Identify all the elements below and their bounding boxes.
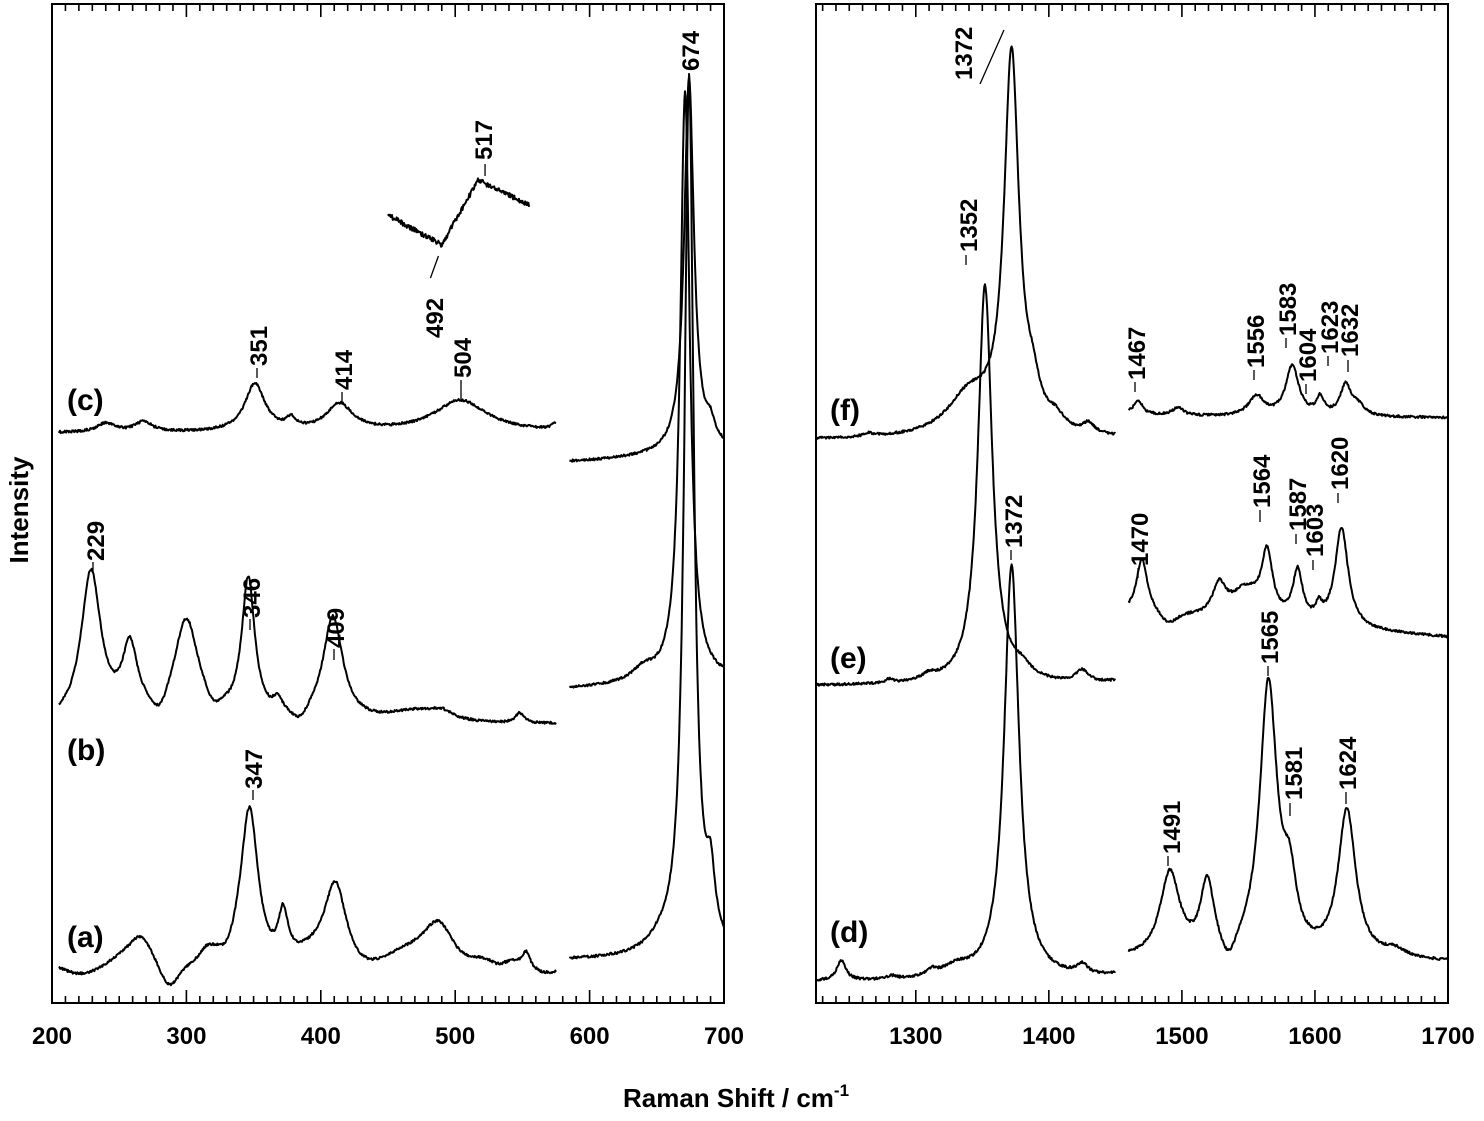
peak-label: 1556 [1243, 315, 1270, 368]
trace-f [815, 45, 1116, 440]
peak-label: 1620 [1327, 437, 1354, 490]
x-tick-label: 1400 [1022, 1023, 1075, 1050]
peak-label: 414 [331, 349, 358, 390]
x-tick-label: 300 [166, 1023, 206, 1050]
x-tick-label: 1300 [889, 1023, 942, 1050]
trace-e [1127, 527, 1449, 639]
peak-label: 1470 [1127, 513, 1154, 566]
x-tick-label: 200 [32, 1023, 72, 1050]
peak-labels: 347 229 346 409 351 414 504 674 1372 1491 1565 1581… [67, 27, 1364, 954]
peak-label: 492 [422, 298, 449, 338]
x-tick-label: 400 [301, 1023, 341, 1050]
peak-label: 229 [83, 521, 110, 561]
peak-leader [979, 29, 1005, 85]
peak-label: 347 [241, 749, 268, 789]
peak-label: 1603 [1302, 504, 1329, 557]
peak-label: 1564 [1249, 454, 1276, 508]
trace-label: (b) [67, 734, 105, 767]
left-panel-frame [51, 3, 725, 1004]
inset-leader [429, 255, 440, 279]
peak-label: 1491 [1159, 801, 1186, 854]
x-tick-label: 500 [435, 1023, 475, 1050]
peak-label: 1604 [1295, 328, 1322, 382]
peak-label: 409 [323, 608, 350, 648]
trace-e [815, 283, 1116, 687]
y-axis-title: Intensity [4, 456, 34, 563]
peak-label: 1587 [1285, 478, 1312, 531]
peak-label: 1583 [1275, 283, 1302, 336]
x-tick-label: 700 [704, 1023, 744, 1050]
x-tick-label: 1700 [1421, 1023, 1474, 1050]
peak-label: 1565 [1257, 611, 1284, 664]
peak-label: 504 [450, 337, 477, 378]
trace-b [58, 567, 557, 725]
peak-label: 1372 [1001, 495, 1028, 548]
peak-label: 1632 [1337, 304, 1364, 357]
trace-b [568, 90, 725, 689]
x-axis-title-text: Raman Shift / cm [623, 1083, 834, 1113]
trace-label: (e) [830, 642, 867, 675]
peak-label: 1624 [1335, 736, 1362, 790]
x-axis-title: Raman Shift / cm-1 [623, 1081, 849, 1113]
peak-label: 1372 [951, 27, 978, 80]
trace-d [1127, 676, 1449, 961]
peak-label: 351 [246, 326, 273, 366]
peak-label: 1581 [1281, 747, 1308, 800]
peak-label: 1623 [1317, 301, 1344, 354]
trace-f [1127, 363, 1449, 420]
trace-label: (c) [67, 384, 104, 417]
axis-ticks: 200 300 400 500 600 700 1300 1400 1500 1600 1700 [32, 4, 1475, 1050]
trace-d [815, 563, 1116, 982]
trace-label: (a) [67, 921, 104, 954]
trace-label: (d) [830, 916, 868, 949]
x-tick-label: 600 [570, 1023, 610, 1050]
x-tick-label: 1500 [1155, 1023, 1208, 1050]
trace-c [569, 76, 725, 463]
peak-label: 1467 [1124, 327, 1151, 380]
x-tick-label: 1600 [1288, 1023, 1341, 1050]
inset-trace-c [387, 177, 531, 248]
peak-label: 517 [471, 120, 498, 160]
peak-label: 674 [678, 30, 705, 71]
peak-label: 346 [239, 578, 266, 618]
peak-leader-lines [92, 29, 1349, 866]
trace-a [58, 805, 557, 987]
spectrum-traces [57, 45, 1449, 987]
peak-label: 1352 [956, 199, 983, 252]
trace-a [568, 73, 725, 960]
trace-label: (f) [830, 394, 860, 427]
x-axis-title-sup: -1 [834, 1081, 849, 1100]
right-panel-frame [815, 3, 1449, 1004]
trace-c [57, 382, 557, 434]
